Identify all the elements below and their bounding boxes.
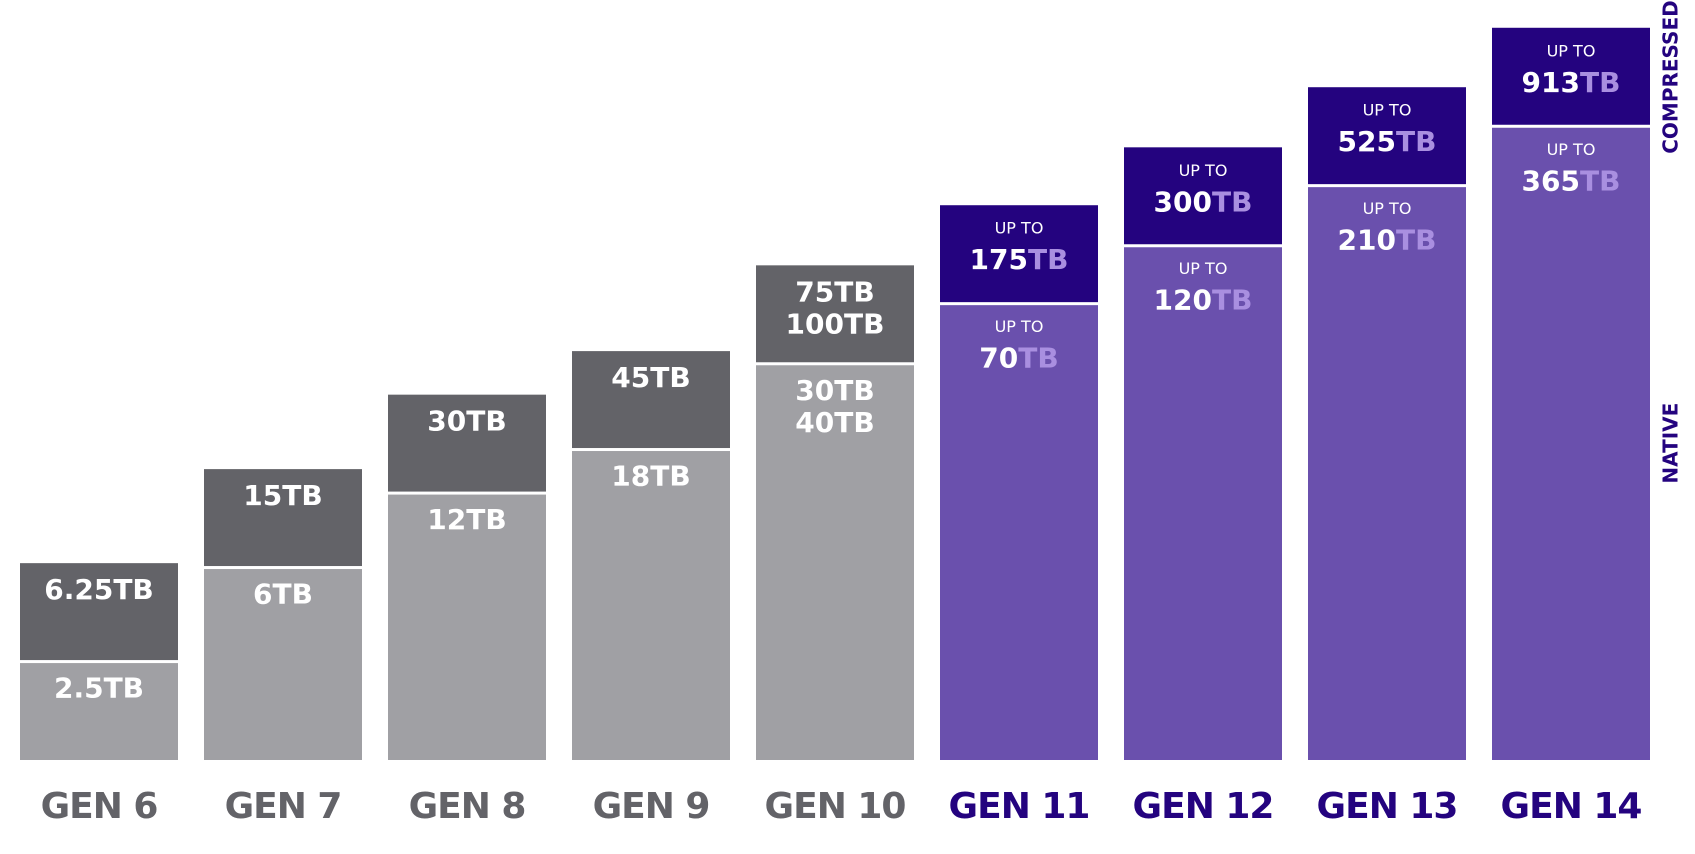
- value-label: 365TB: [1522, 164, 1621, 197]
- value-unit: TB: [466, 503, 506, 536]
- value-number: 30: [795, 374, 834, 407]
- value-unit: TB: [1396, 224, 1436, 257]
- category-label: GEN 10: [765, 786, 906, 827]
- value-unit: TB: [1018, 342, 1058, 375]
- prefix-label: UP TO: [1363, 199, 1412, 218]
- value-unit: TB: [282, 479, 322, 512]
- value-label: 18TB: [611, 460, 690, 493]
- value-label: 100TB: [786, 307, 885, 340]
- value-unit: TB: [1580, 66, 1620, 99]
- value-number: 75: [795, 275, 834, 308]
- native-bar: [20, 663, 178, 760]
- value-unit: TB: [844, 307, 884, 340]
- value-number: 175: [970, 243, 1028, 276]
- native-bar: [1124, 247, 1282, 761]
- compressed-bar: [1124, 147, 1282, 245]
- value-unit: TB: [1580, 164, 1620, 197]
- value-label: 913TB: [1522, 66, 1621, 99]
- value-number: 100: [786, 307, 844, 340]
- value-number: 365: [1522, 164, 1580, 197]
- value-label: 12TB: [427, 503, 506, 536]
- category-label: GEN 9: [593, 786, 710, 827]
- value-number: 300: [1154, 185, 1212, 218]
- value-unit: TB: [650, 361, 690, 394]
- legend-label: COMPRESSED: [1659, 0, 1683, 153]
- value-unit: TB: [113, 573, 153, 606]
- value-unit: TB: [834, 406, 874, 439]
- value-unit: TB: [273, 578, 313, 611]
- value-unit: TB: [104, 672, 144, 705]
- compressed-bar: [204, 469, 362, 567]
- prefix-label: UP TO: [1547, 140, 1596, 159]
- value-number: 30: [427, 405, 466, 438]
- category-label: GEN 6: [41, 786, 158, 827]
- native-bar: [388, 494, 546, 760]
- compressed-bar: [20, 563, 178, 661]
- value-unit: TB: [650, 460, 690, 493]
- value-number: 6.25: [44, 573, 113, 606]
- value-label: 15TB: [243, 479, 322, 512]
- compressed-bar: [940, 205, 1098, 303]
- prefix-label: UP TO: [1179, 161, 1228, 180]
- value-label: 30TB: [427, 405, 506, 438]
- category-label: GEN 14: [1501, 786, 1642, 827]
- value-label: 120TB: [1154, 284, 1253, 317]
- value-label: 75TB: [795, 275, 874, 308]
- prefix-label: UP TO: [1179, 259, 1228, 278]
- value-unit: TB: [834, 374, 874, 407]
- value-label: 6TB: [253, 578, 313, 611]
- value-label: 6.25TB: [44, 573, 154, 606]
- native-bar: [1492, 127, 1650, 760]
- value-unit: TB: [1396, 125, 1436, 158]
- value-label: 525TB: [1338, 125, 1437, 158]
- value-number: 45: [611, 361, 650, 394]
- value-label: 210TB: [1338, 224, 1437, 257]
- legend-label: NATIVE: [1659, 403, 1683, 484]
- native-bar: [204, 569, 362, 760]
- value-unit: TB: [1028, 243, 1068, 276]
- value-label: 2.5TB: [54, 672, 144, 705]
- value-label: 70TB: [979, 342, 1058, 375]
- compressed-bar: [756, 265, 914, 363]
- prefix-label: UP TO: [1363, 101, 1412, 120]
- value-unit: TB: [466, 405, 506, 438]
- category-label: GEN 13: [1317, 786, 1458, 827]
- value-label: 40TB: [795, 406, 874, 439]
- prefix-label: UP TO: [995, 317, 1044, 336]
- category-label: GEN 8: [409, 786, 526, 827]
- value-number: 40: [795, 406, 834, 439]
- value-number: 6: [253, 578, 272, 611]
- value-label: 175TB: [970, 243, 1069, 276]
- category-label: GEN 7: [225, 786, 342, 827]
- value-unit: TB: [1212, 185, 1252, 218]
- value-number: 2.5: [54, 672, 104, 705]
- compressed-bar: [572, 351, 730, 449]
- native-bar: [1308, 187, 1466, 760]
- value-number: 70: [979, 342, 1018, 375]
- value-unit: TB: [834, 275, 874, 308]
- prefix-label: UP TO: [995, 219, 1044, 238]
- compressed-bar: [1492, 27, 1650, 125]
- value-label: 45TB: [611, 361, 690, 394]
- value-number: 15: [243, 479, 282, 512]
- native-bar: [572, 451, 730, 760]
- value-number: 210: [1338, 224, 1396, 257]
- value-number: 18: [611, 460, 650, 493]
- value-label: 300TB: [1154, 185, 1253, 218]
- category-label: GEN 12: [1133, 786, 1274, 827]
- value-number: 913: [1522, 66, 1580, 99]
- native-bar: [940, 305, 1098, 760]
- value-number: 12: [427, 503, 466, 536]
- value-number: 525: [1338, 125, 1396, 158]
- value-label: 30TB: [795, 374, 874, 407]
- compressed-bar: [388, 394, 546, 492]
- value-number: 120: [1154, 284, 1212, 317]
- compressed-bar: [1308, 87, 1466, 185]
- category-label: GEN 11: [949, 786, 1090, 827]
- prefix-label: UP TO: [1547, 41, 1596, 60]
- value-unit: TB: [1212, 284, 1252, 317]
- native-bar: [756, 365, 914, 760]
